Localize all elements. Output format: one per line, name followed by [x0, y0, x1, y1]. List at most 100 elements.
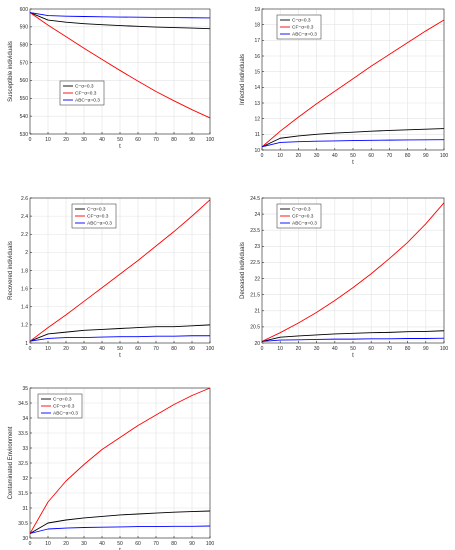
y-tick-label: 32.5	[18, 461, 28, 467]
series-line-abc-0-3	[261, 139, 445, 148]
susceptible-chart-panel: 0 10 20 30 40 50 60 70 80 90 100 530 540 550 560 570 580…	[8, 7, 214, 150]
y-tick-label: 2.4	[21, 214, 28, 220]
x-tick-label: 50	[117, 137, 123, 143]
y-tick-label: 1.6	[21, 286, 28, 292]
x-tick-label: 30	[81, 346, 87, 352]
y-tick-label: 2.6	[21, 196, 28, 202]
legend-label: ABC−α=0.3	[87, 221, 112, 227]
x-tick-label: 40	[99, 346, 105, 352]
series-line-cf-0-3	[261, 202, 445, 342]
x-tick-label: 40	[332, 153, 338, 159]
y-tick-label: 17	[254, 38, 260, 44]
x-tick-label: 50	[117, 541, 123, 547]
x-tick-label: 80	[405, 153, 411, 159]
x-axis-label: t	[119, 353, 121, 359]
x-tick-label: 70	[153, 541, 159, 547]
y-tick-label: 590	[20, 25, 29, 31]
legend-label: C−α=0.3	[292, 207, 311, 213]
y-tick-label: 22.5	[250, 260, 260, 266]
x-tick-label: 30	[81, 541, 87, 547]
y-tick-label: 13	[254, 101, 260, 107]
y-axis-label: Recovered individuals	[8, 241, 14, 300]
x-tick-label: 60	[368, 346, 374, 352]
y-tick-label: 20	[254, 341, 260, 347]
y-tick-label: 1	[25, 341, 28, 347]
y-tick-label: 20.5	[250, 325, 260, 331]
legend-box	[71, 203, 117, 229]
legend-label: CF−α=0.3	[53, 404, 75, 410]
series-line-c-0-3	[29, 324, 211, 342]
legend-label: C−α=0.3	[87, 207, 106, 213]
x-tick-label: 60	[135, 346, 141, 352]
y-tick-label: 23	[254, 244, 260, 250]
legend-label: ABC−α=0.3	[292, 221, 317, 227]
y-tick-label: 31	[22, 506, 28, 512]
series-line-abc-0-3	[29, 12, 211, 19]
y-tick-label: 24.5	[250, 196, 260, 202]
legend-label: CF−α=0.3	[87, 214, 109, 220]
y-tick-label: 32	[22, 476, 28, 482]
x-tick-label: 80	[405, 346, 411, 352]
x-tick-label: 80	[171, 137, 177, 143]
y-axis-label: Contaminated Environment	[8, 426, 14, 499]
y-tick-label: 21	[254, 309, 260, 315]
series-line-c-0-3	[261, 128, 445, 148]
x-tick-label: 100	[206, 541, 215, 547]
series-line-c-0-3	[29, 12, 211, 30]
x-axis-label: t	[119, 144, 121, 150]
deceased-chart-panel: 0 10 20 30 40 50 60 70 80 90 100 20 20.5 21 21.5 22 22.5…	[240, 196, 448, 359]
y-tick-label: 24	[254, 212, 260, 218]
legend-label: ABC−α=0.3	[53, 411, 78, 417]
x-tick-label: 40	[99, 541, 105, 547]
y-tick-label: 530	[20, 132, 29, 138]
x-tick-label: 60	[135, 541, 141, 547]
y-tick-label: 1.2	[21, 323, 28, 329]
x-tick-label: 100	[206, 346, 215, 352]
x-tick-label: 0	[29, 541, 32, 547]
x-tick-label: 40	[332, 346, 338, 352]
y-tick-label: 15	[254, 69, 260, 75]
legend-label: CF−α=0.3	[292, 214, 314, 220]
y-axis-label: Infected individuals	[240, 54, 246, 105]
x-tick-label: 0	[29, 137, 32, 143]
x-tick-label: 80	[171, 541, 177, 547]
x-axis-label: t	[119, 548, 121, 550]
series-line-cf-0-3	[29, 387, 211, 534]
series-line-c-0-3	[29, 510, 211, 534]
legend-label: ABC−α=0.3	[292, 32, 317, 38]
x-tick-label: 20	[63, 346, 69, 352]
contaminated-environment-chart-panel: 0 10 20 30 40 50 60 70 80 90 100 30 30.5 31 31.5 32 32.5…	[8, 386, 214, 550]
y-tick-label: 21.5	[250, 292, 260, 298]
y-tick-label: 570	[20, 60, 29, 66]
x-tick-label: 60	[368, 153, 374, 159]
y-tick-label: 1.8	[21, 268, 28, 274]
y-tick-label: 2.2	[21, 232, 28, 238]
y-tick-label: 550	[20, 96, 29, 102]
x-tick-label: 50	[350, 346, 356, 352]
x-tick-label: 30	[314, 346, 320, 352]
x-tick-label: 40	[99, 137, 105, 143]
infected-chart-panel: 0 10 20 30 40 50 60 70 80 90 100101112131415161718…	[240, 7, 448, 166]
series-line-abc-0-3	[29, 335, 210, 342]
x-tick-label: 10	[45, 137, 51, 143]
x-tick-label: 90	[189, 541, 195, 547]
x-tick-label: 90	[189, 346, 195, 352]
y-tick-label: 18	[254, 22, 260, 28]
y-tick-label: 11	[255, 132, 260, 138]
x-tick-label: 70	[153, 137, 159, 143]
x-tick-label: 50	[117, 346, 123, 352]
y-tick-label: 10	[254, 148, 260, 154]
series-line-abc-0-3	[261, 337, 445, 342]
y-tick-label: 30	[22, 536, 28, 542]
series-line-cf-0-3	[29, 12, 211, 119]
x-tick-label: 90	[189, 137, 195, 143]
y-tick-label: 35	[22, 386, 28, 392]
x-tick-label: 30	[314, 153, 320, 159]
x-tick-label: 100	[440, 346, 449, 352]
y-axis-label: Deceased individuals	[240, 242, 246, 299]
y-tick-label: 23.5	[250, 228, 260, 234]
